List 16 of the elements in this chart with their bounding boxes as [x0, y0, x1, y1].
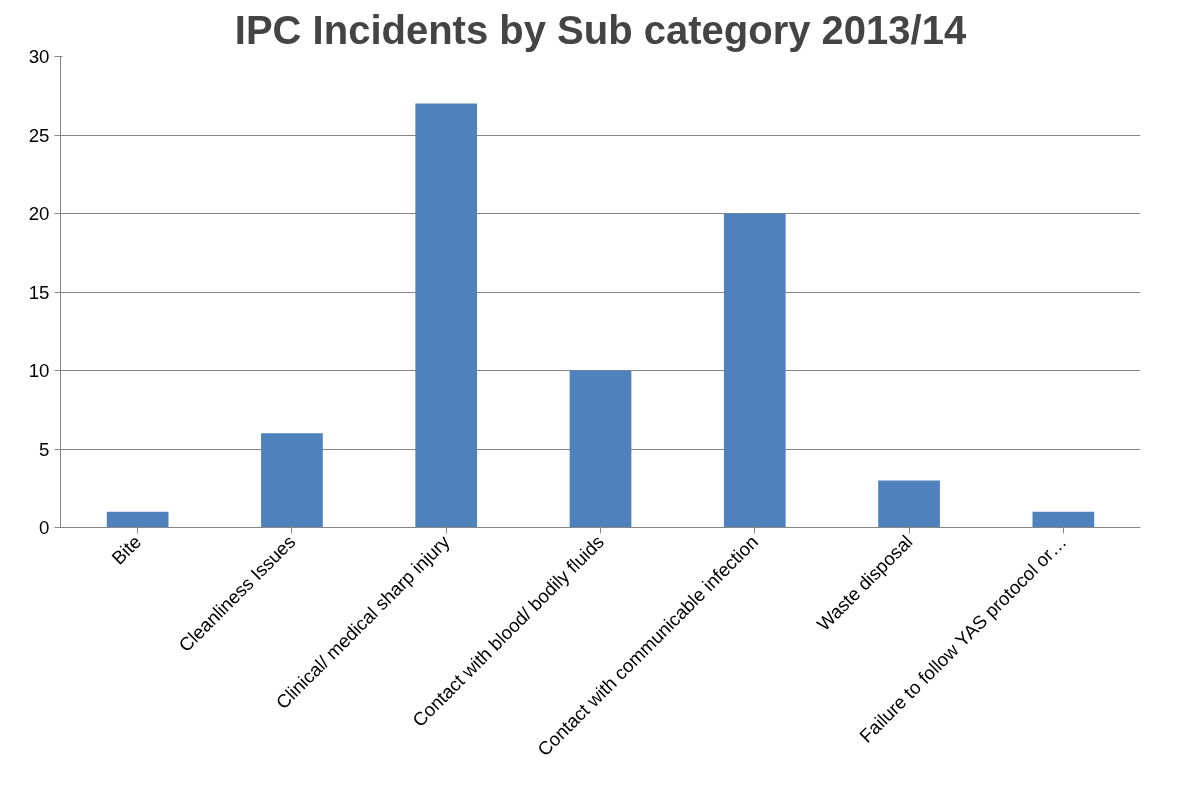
bar: [1032, 511, 1095, 528]
x-tick-label: Bite: [107, 531, 146, 569]
bar: [415, 103, 478, 528]
y-tick-label: 10: [28, 360, 50, 381]
y-tick-label: 15: [28, 281, 50, 303]
y-tick-label: 0: [39, 517, 50, 538]
y-tick-label: 5: [39, 438, 50, 460]
bar: [106, 511, 169, 528]
y-tick-label: 30: [28, 46, 50, 67]
bar: [878, 480, 940, 528]
y-tick-label: 25: [28, 124, 50, 146]
bar: [723, 213, 786, 528]
y-tick-label: 20: [28, 203, 50, 224]
bar: [261, 433, 323, 528]
chart-title: IPC Incidents by Sub category 2013/14: [234, 7, 967, 52]
bar: [569, 370, 632, 528]
